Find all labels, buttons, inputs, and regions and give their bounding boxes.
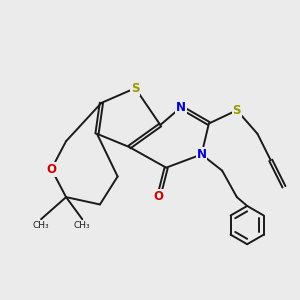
- Text: O: O: [46, 163, 56, 176]
- Text: S: S: [131, 82, 140, 95]
- Text: N: N: [176, 101, 186, 114]
- Text: N: N: [196, 148, 206, 161]
- Text: CH₃: CH₃: [74, 221, 91, 230]
- Text: O: O: [154, 190, 164, 203]
- Text: S: S: [232, 104, 241, 117]
- Text: CH₃: CH₃: [33, 221, 50, 230]
